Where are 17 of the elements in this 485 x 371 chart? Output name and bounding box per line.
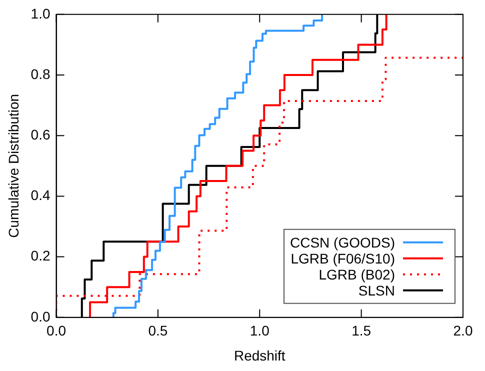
x-tick-label: 1.0: [250, 322, 270, 339]
y-tick-label: 1.0: [30, 5, 50, 22]
y-tick-label: 0.2: [30, 248, 50, 264]
x-axis-title: Redshift: [234, 347, 286, 364]
legend-label: LGRB (B02): [318, 266, 395, 282]
legend-label: LGRB (F06/S10): [290, 250, 395, 266]
y-tick-label: 0.6: [30, 126, 50, 142]
y-axis-title: Cumulative Distribution: [5, 94, 22, 238]
x-tick-label: 0.0: [46, 322, 66, 339]
legend-label: SLSN: [358, 282, 395, 298]
x-tick-label: 0.5: [148, 322, 168, 339]
x-tick-label: 1.5: [352, 322, 372, 339]
y-tick-label: 0.8: [30, 66, 50, 82]
y-tick-label: 0.4: [30, 187, 50, 204]
legend-label: CCSN (GOODS): [290, 234, 395, 250]
y-tick-label: 0.0: [30, 308, 50, 324]
x-tick-label: 2.0: [453, 322, 473, 339]
